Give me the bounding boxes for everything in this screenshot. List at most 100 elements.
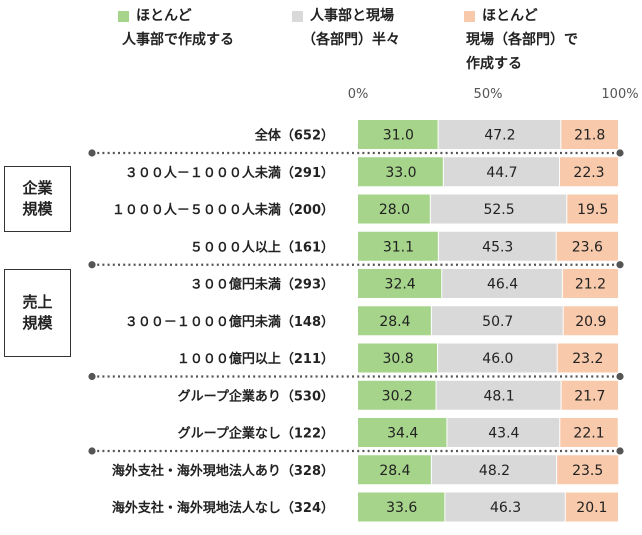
group-2-line-1: 売上 — [22, 293, 53, 311]
category-label-10: 海外支社・海外現地法人なし（324） — [112, 500, 334, 516]
legend-item-3: ほとんど 現場（各部門）で 作成する — [460, 4, 578, 76]
data-label-r5-s0: 28.4 — [379, 314, 410, 330]
data-label-r0-s0: 31.0 — [383, 128, 414, 144]
legend-3-line-3: 作成する — [466, 56, 522, 72]
data-label-r7-s1: 48.1 — [483, 388, 514, 404]
legend-1-line-2: 人事部で作成する — [122, 32, 234, 48]
data-label-r8-s0: 34.4 — [387, 426, 418, 442]
data-label-r3-s0: 31.1 — [383, 239, 414, 255]
x-tick-label-0: 0% — [348, 87, 369, 102]
bar-r1-s2 — [560, 157, 618, 187]
bar-r3-s0 — [358, 231, 438, 261]
data-label-r10-s2: 20.1 — [576, 500, 607, 516]
legend-3-line-1: ほとんど — [482, 8, 538, 24]
legend-2-line-1: 人事部と現場 — [310, 8, 394, 24]
data-label-r9-s1: 48.2 — [479, 463, 510, 479]
data-label-r1-s1: 44.7 — [486, 165, 517, 181]
legend-swatch-2 — [292, 11, 303, 22]
data-label-r4-s0: 32.4 — [385, 277, 416, 293]
legend-item-1: ほとんど 人事部で作成する — [110, 4, 234, 52]
x-tick-label-1: 50% — [474, 87, 503, 102]
category-label-2: １０００人－５０００人未満（200） — [112, 202, 334, 218]
data-label-r6-s1: 46.0 — [482, 351, 513, 367]
bar-r2-s2 — [567, 194, 618, 224]
group-2-line-2: 規模 — [22, 314, 53, 332]
data-label-r6-s2: 23.2 — [572, 351, 603, 367]
bar-r10-s0 — [358, 492, 445, 522]
data-label-r1-s0: 33.0 — [385, 165, 416, 181]
data-label-r8-s2: 22.1 — [573, 426, 604, 442]
category-label-8: グループ企業なし（122） — [178, 426, 334, 442]
data-label-r5-s1: 50.7 — [482, 314, 513, 330]
bar-r0-s2 — [561, 120, 618, 149]
legend-3-line-2: 現場（各部門）で — [466, 32, 578, 48]
legend-swatch-3 — [464, 11, 475, 22]
group-1-line-2: 規模 — [22, 200, 53, 218]
bar-r10-s1 — [445, 492, 565, 522]
data-label-r2-s2: 19.5 — [577, 202, 608, 218]
x-tick-label-2: 100% — [601, 87, 638, 102]
group-label-sales-size: 売上 規模 — [4, 269, 71, 357]
category-label-4: ３００億円未満（293） — [190, 277, 334, 293]
data-label-r3-s1: 45.3 — [482, 239, 513, 255]
bar-r8-s0 — [358, 418, 447, 447]
bar-r5-s1 — [431, 306, 563, 336]
separator-dot-left-8 — [88, 447, 96, 455]
category-label-0: 全体（652） — [254, 128, 334, 144]
category-label-3: ５０００人以上（161） — [190, 239, 334, 255]
bar-r9-s0 — [358, 455, 431, 485]
bar-r4-s2 — [562, 269, 618, 298]
data-label-r9-s0: 28.4 — [379, 463, 410, 479]
legend-swatch-1 — [118, 11, 129, 22]
data-label-r3-s2: 23.6 — [572, 239, 603, 255]
bar-r9-s2 — [557, 455, 619, 485]
bar-r8-s2 — [560, 418, 618, 447]
bar-r2-s1 — [430, 194, 567, 224]
bar-r7-s1 — [436, 380, 561, 410]
bar-r0-s1 — [438, 120, 561, 149]
bar-r5-s2 — [563, 306, 618, 336]
data-label-r10-s1: 46.3 — [490, 500, 521, 516]
data-label-r9-s2: 23.5 — [572, 463, 603, 479]
category-label-1: ３００人－１０００人未満（291） — [125, 165, 334, 181]
separator-dot-left-0 — [88, 149, 96, 157]
bar-r10-s2 — [565, 492, 618, 522]
bar-r0-s0 — [358, 120, 438, 149]
bar-r6-s0 — [358, 343, 438, 373]
bar-r7-s0 — [358, 380, 436, 410]
bar-r6-s2 — [557, 343, 618, 373]
data-label-r7-s0: 30.2 — [382, 388, 413, 404]
data-label-r2-s1: 52.5 — [483, 202, 514, 218]
data-label-r0-s2: 21.8 — [574, 128, 605, 144]
data-label-r7-s2: 21.7 — [574, 388, 605, 404]
bar-r3-s2 — [556, 231, 618, 261]
legend-1-line-1: ほとんど — [136, 8, 192, 24]
bar-r2-s0 — [358, 194, 430, 224]
category-label-6: １０００億円以上（211） — [177, 351, 334, 367]
bar-r6-s1 — [438, 343, 557, 373]
data-label-r6-s0: 30.8 — [382, 351, 413, 367]
category-label-7: グループ企業あり（530） — [178, 388, 334, 404]
bar-r5-s0 — [358, 306, 431, 336]
bar-r1-s1 — [443, 157, 560, 187]
separator-dot-left-3 — [88, 261, 96, 269]
bar-r4-s1 — [442, 269, 562, 298]
separator-dot-right-3 — [616, 261, 624, 269]
data-label-r8-s1: 43.4 — [488, 426, 519, 442]
separator-dot-right-8 — [616, 447, 624, 455]
separator-dot-right-6 — [616, 372, 624, 381]
group-1-line-1: 企業 — [22, 179, 53, 197]
category-label-5: ３００－１０００億円未満（148） — [125, 314, 334, 330]
legend-2-line-2: （各部門）半々 — [302, 32, 400, 48]
bar-r1-s0 — [358, 157, 443, 187]
bar-r4-s0 — [358, 269, 442, 298]
bar-r7-s2 — [561, 380, 618, 410]
separator-dot-right-0 — [616, 149, 624, 157]
group-label-company-size: 企業 規模 — [4, 166, 71, 232]
data-label-r5-s2: 20.9 — [575, 314, 606, 330]
data-label-r2-s0: 28.0 — [379, 202, 410, 218]
data-label-r4-s1: 46.4 — [487, 277, 518, 293]
legend-item-2: 人事部と現場 （各部門）半々 — [290, 4, 400, 52]
category-label-9: 海外支社・海外現地法人あり（328） — [112, 463, 334, 479]
